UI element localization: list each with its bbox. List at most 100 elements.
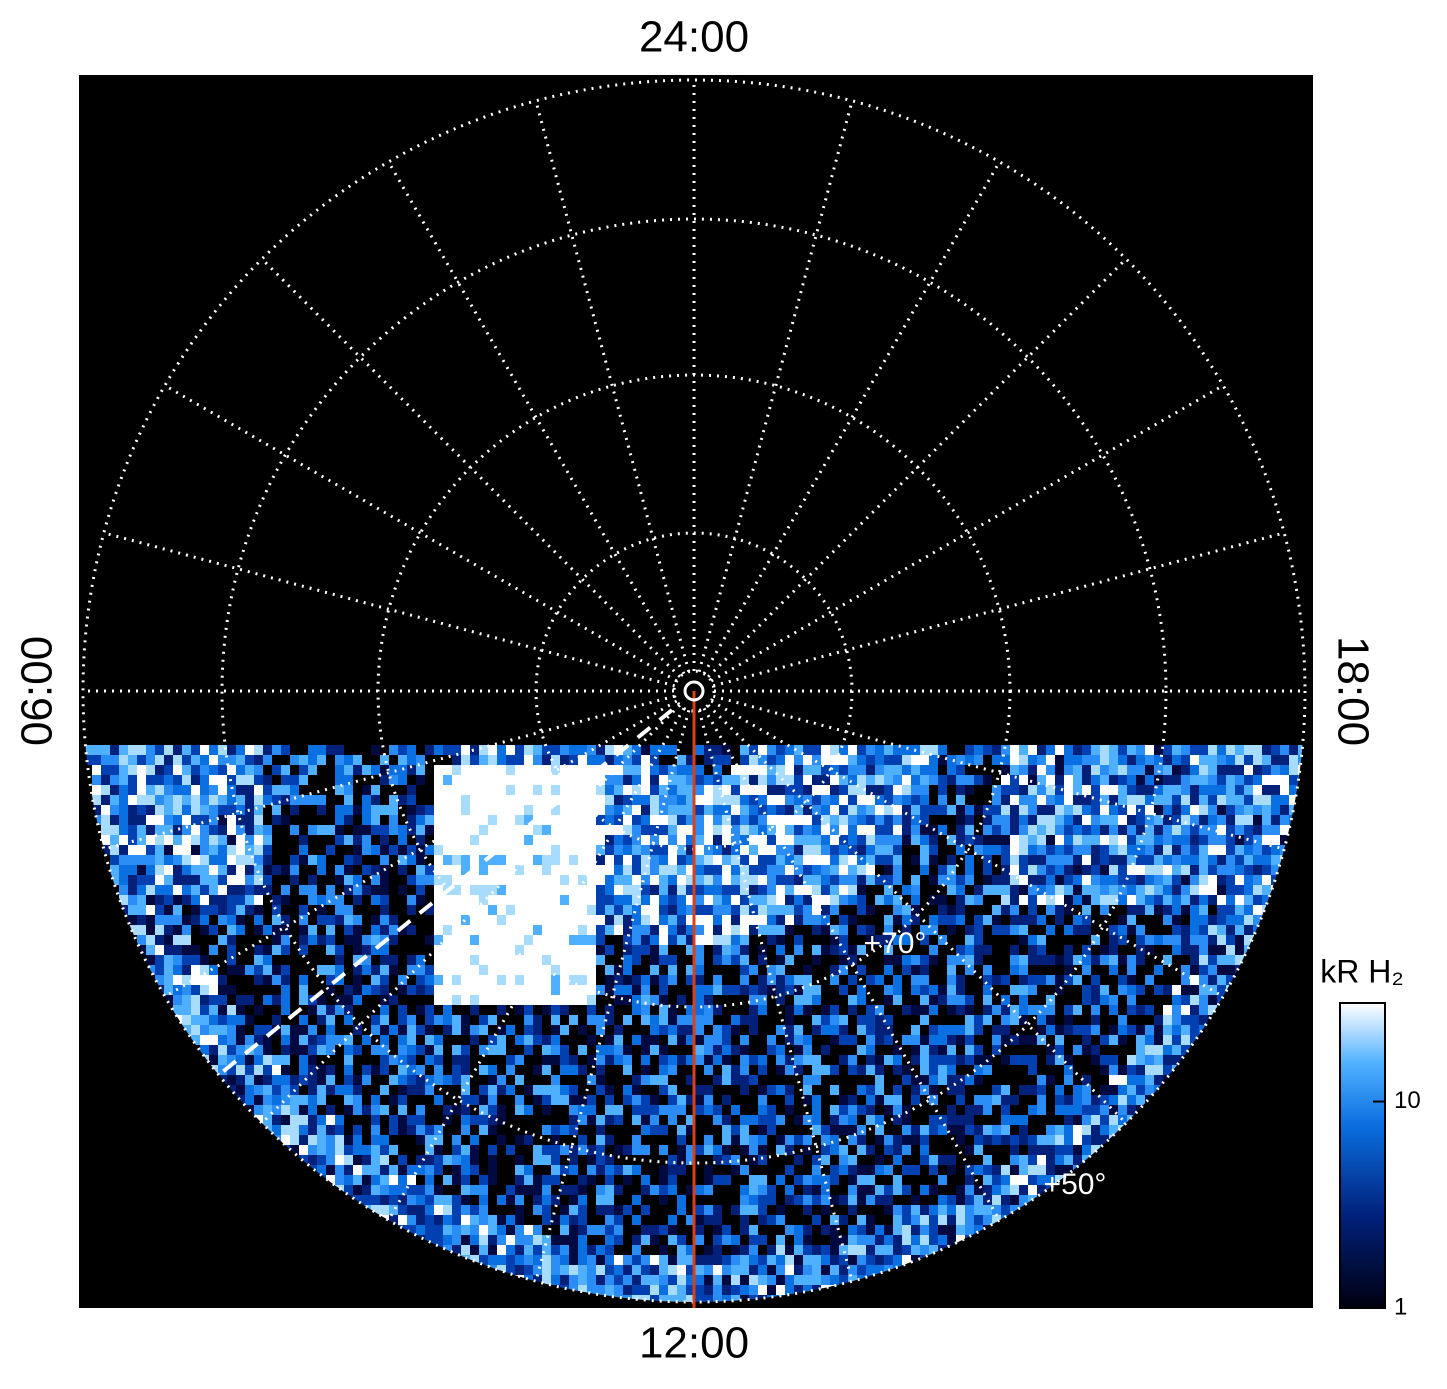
emission-pixel: [1046, 1045, 1055, 1055]
emission-pixel: [317, 995, 326, 1005]
emission-pixel: [920, 1125, 929, 1135]
emission-pixel: [344, 775, 353, 785]
emission-pixel: [848, 1255, 857, 1265]
emission-pixel: [551, 1005, 560, 1015]
emission-pixel: [569, 925, 578, 935]
emission-pixel: [794, 1025, 803, 1035]
emission-pixel: [119, 845, 128, 855]
emission-pixel: [380, 1015, 389, 1025]
emission-pixel: [218, 765, 227, 775]
emission-pixel: [1037, 825, 1046, 835]
emission-pixel: [299, 845, 308, 855]
emission-pixel: [974, 1105, 983, 1115]
emission-pixel: [119, 755, 128, 765]
emission-pixel: [218, 875, 227, 885]
emission-pixel: [965, 1205, 974, 1215]
emission-pixel: [695, 825, 704, 835]
emission-pixel: [740, 895, 749, 905]
emission-pixel: [542, 1255, 551, 1265]
emission-pixel: [803, 905, 812, 915]
emission-pixel: [533, 745, 542, 755]
emission-pixel: [659, 1195, 668, 1205]
emission-pixel: [992, 1165, 1001, 1175]
emission-pixel: [155, 815, 164, 825]
emission-pixel: [560, 785, 569, 795]
emission-pixel: [1037, 745, 1046, 755]
emission-pixel: [425, 1185, 434, 1195]
emission-pixel: [425, 825, 434, 835]
emission-pixel: [1154, 765, 1163, 775]
emission-pixel: [542, 1175, 551, 1185]
emission-pixel: [1082, 1085, 1091, 1095]
emission-pixel: [128, 755, 137, 765]
emission-pixel: [1046, 785, 1055, 795]
emission-pixel: [1064, 1025, 1073, 1035]
emission-pixel: [371, 1135, 380, 1145]
emission-pixel: [956, 835, 965, 845]
emission-pixel: [1262, 825, 1271, 835]
emission-pixel: [362, 955, 371, 965]
emission-pixel: [1235, 755, 1244, 765]
emission-pixel: [551, 905, 560, 915]
emission-pixel: [182, 775, 191, 785]
emission-pixel: [1208, 775, 1217, 785]
emission-pixel: [434, 815, 443, 825]
emission-pixel: [776, 865, 785, 875]
emission-pixel: [1073, 1125, 1082, 1135]
emission-pixel: [713, 1265, 722, 1275]
emission-pixel: [497, 995, 506, 1005]
emission-pixel: [236, 895, 245, 905]
emission-pixel: [632, 1135, 641, 1145]
emission-pixel: [812, 845, 821, 855]
emission-pixel: [857, 1145, 866, 1155]
emission-pixel: [254, 905, 263, 915]
emission-pixel: [776, 855, 785, 865]
emission-pixel: [767, 795, 776, 805]
emission-pixel: [1217, 955, 1226, 965]
emission-pixel: [1145, 895, 1154, 905]
emission-pixel: [1109, 1105, 1118, 1115]
emission-pixel: [479, 865, 488, 875]
emission-pixel: [650, 1035, 659, 1045]
emission-pixel: [1163, 935, 1172, 945]
emission-pixel: [461, 1145, 470, 1155]
emission-pixel: [1244, 935, 1253, 945]
emission-pixel: [299, 995, 308, 1005]
emission-pixel: [1028, 1105, 1037, 1115]
emission-pixel: [1172, 945, 1181, 955]
emission-pixel: [290, 1075, 299, 1085]
emission-pixel: [524, 1175, 533, 1185]
emission-pixel: [335, 1175, 344, 1185]
emission-pixel: [1010, 1185, 1019, 1195]
emission-pixel: [830, 875, 839, 885]
emission-pixel: [1262, 765, 1271, 775]
emission-pixel: [965, 835, 974, 845]
emission-pixel: [632, 765, 641, 775]
emission-pixel: [740, 935, 749, 945]
emission-pixel: [335, 895, 344, 905]
emission-pixel: [515, 995, 524, 1005]
emission-pixel: [902, 1225, 911, 1235]
emission-pixel: [686, 905, 695, 915]
emission-pixel: [920, 1205, 929, 1215]
emission-pixel: [677, 915, 686, 925]
emission-pixel: [1244, 795, 1253, 805]
emission-pixel: [443, 1235, 452, 1245]
emission-pixel: [767, 755, 776, 765]
emission-pixel: [1046, 905, 1055, 915]
emission-pixel: [902, 1125, 911, 1135]
emission-pixel: [290, 1105, 299, 1115]
emission-pixel: [659, 1225, 668, 1235]
emission-pixel: [1001, 1085, 1010, 1095]
emission-pixel: [1190, 965, 1199, 975]
emission-pixel: [875, 745, 884, 755]
emission-pixel: [371, 965, 380, 975]
emission-pixel: [740, 955, 749, 965]
emission-pixel: [164, 815, 173, 825]
emission-pixel: [1163, 1015, 1172, 1025]
emission-pixel: [1019, 1125, 1028, 1135]
emission-pixel: [803, 1285, 812, 1295]
emission-pixel: [236, 905, 245, 915]
emission-pixel: [173, 975, 182, 985]
emission-pixel: [308, 765, 317, 775]
